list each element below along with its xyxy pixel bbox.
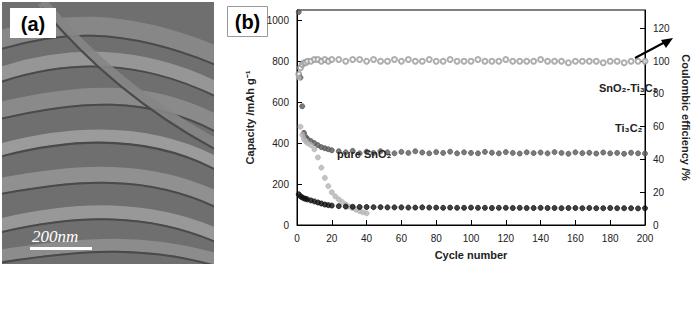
svg-text:180: 180	[602, 233, 619, 244]
svg-text:200: 200	[272, 179, 289, 190]
svg-text:Capacity /mAh g⁻¹: Capacity /mAh g⁻¹	[244, 70, 256, 164]
svg-text:(a): (a)	[21, 13, 45, 35]
svg-text:20: 20	[653, 187, 665, 198]
svg-text:1000: 1000	[267, 15, 290, 26]
svg-text:(b): (b)	[235, 11, 261, 33]
svg-text:Ti₃C₂: Ti₃C₂	[615, 122, 643, 134]
svg-text:80: 80	[653, 88, 665, 100]
svg-text:200: 200	[637, 233, 654, 244]
svg-text:120: 120	[497, 233, 514, 244]
svg-text:20: 20	[326, 233, 338, 244]
svg-text:0: 0	[294, 233, 300, 244]
svg-text:200nm: 200nm	[32, 227, 78, 246]
svg-text:120: 120	[653, 23, 670, 34]
svg-text:400: 400	[272, 138, 289, 149]
svg-text:60: 60	[653, 121, 665, 132]
svg-text:pure SnO₂: pure SnO₂	[337, 148, 392, 160]
svg-text:160: 160	[567, 233, 584, 244]
svg-text:800: 800	[272, 56, 289, 67]
svg-text:100: 100	[653, 56, 670, 67]
svg-text:600: 600	[272, 97, 289, 108]
svg-text:0: 0	[653, 220, 659, 231]
svg-text:40: 40	[653, 154, 665, 165]
svg-text:140: 140	[532, 233, 549, 244]
svg-text:80: 80	[431, 233, 443, 244]
svg-text:Coulombic efficiency /%: Coulombic efficiency /%	[680, 54, 692, 181]
svg-text:0: 0	[283, 220, 289, 231]
svg-text:40: 40	[361, 233, 373, 244]
svg-text:60: 60	[396, 233, 408, 244]
svg-text:SnO₂-Ti₃C₂: SnO₂-Ti₃C₂	[599, 82, 658, 94]
svg-text:Cycle number: Cycle number	[435, 249, 508, 261]
svg-text:100: 100	[463, 233, 480, 244]
